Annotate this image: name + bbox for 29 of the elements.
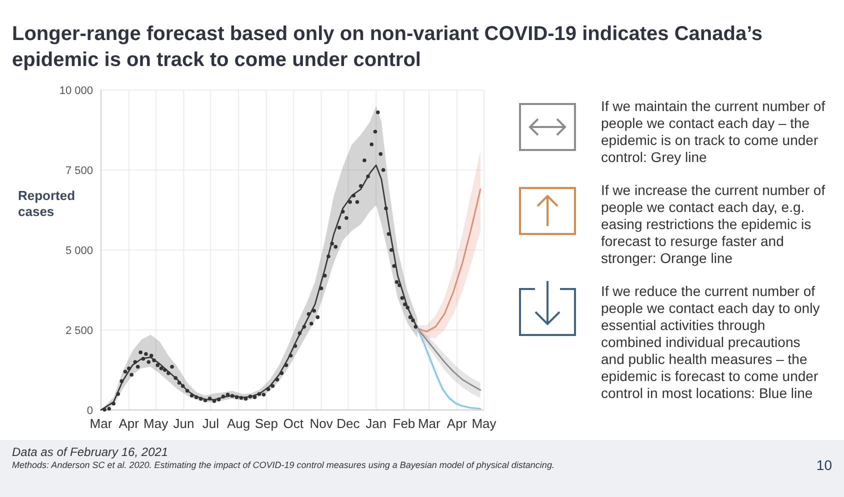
x-tick-label: Jun	[173, 416, 194, 431]
chart-title: Longer-range forecast based only on non-variant COVID-19 indicates Canada’s epidemic is on track to come under control	[12, 23, 763, 71]
y-axis-title: Reported cases	[18, 188, 76, 219]
y-tick-label: 0	[86, 404, 93, 417]
x-tick-label: Feb	[392, 416, 416, 431]
x-tick-label: Jan	[366, 416, 387, 431]
x-tick-label: May	[144, 416, 169, 431]
x-tick-label: May	[472, 416, 497, 431]
x-tick-label: Aug	[226, 416, 250, 431]
x-tick-label: Mar	[90, 416, 113, 431]
text: If we maintain the current number of people we contact each day – the epidemic is on track to come under control: Grey line	[601, 98, 826, 165]
x-tick-label: Sep	[254, 416, 278, 431]
x-tick-label: Mar	[418, 416, 442, 431]
text: If we reduce the current number of people we contact each day to only essential activities through combined individual precautions and public health measures – the epidemic is forecast to come under control in most locations: Blue line	[601, 283, 820, 401]
x-tick-label: Oct	[283, 416, 304, 431]
y-tick-label: 2 500	[65, 324, 93, 337]
text: 10	[816, 457, 832, 473]
x-tick-label: Nov	[310, 416, 334, 431]
x-tick-label: Jul	[202, 416, 220, 431]
y-tick-label: 5 000	[65, 244, 93, 257]
x-tick-label: Dec	[336, 416, 360, 431]
text: Data as of February 16, 2021	[12, 445, 168, 459]
y-tick-label: 7 500	[65, 164, 93, 177]
x-tick-label: Apr	[446, 416, 468, 431]
text: If we increase the current number of people we contact each day, e.g. easing restrictions the epidemic is forecast to resurge faster and stronger: Orange line	[601, 182, 826, 266]
text: Methods: Anderson SC et al. 2020. Estimating the impact of COVID-19 control measures using a Bayesian model of physical distancing.	[12, 460, 554, 470]
line-series	[100, 164, 418, 411]
y-tick-label: 10 000	[59, 84, 93, 97]
x-tick-label: Apr	[118, 416, 140, 431]
